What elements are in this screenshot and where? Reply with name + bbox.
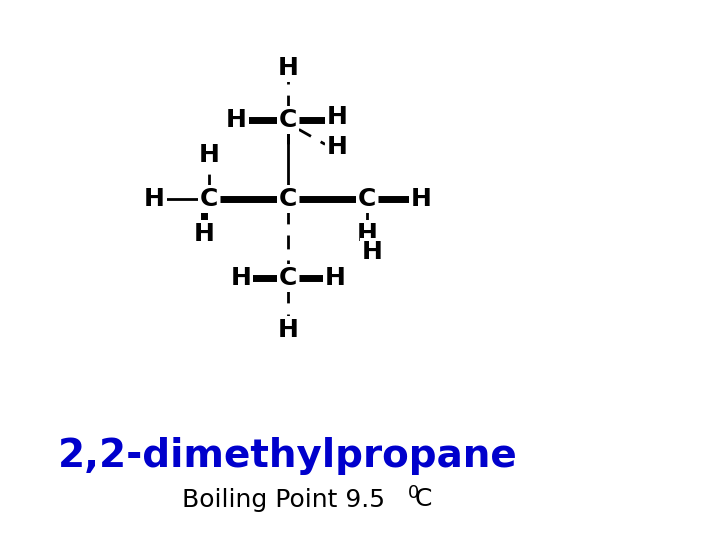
Text: C: C (415, 488, 432, 511)
Text: H: H (278, 318, 298, 342)
Text: C: C (279, 107, 297, 132)
Text: 2,2-dimethylpropane: 2,2-dimethylpropane (58, 437, 518, 475)
Text: C: C (279, 187, 297, 211)
Text: H: H (327, 135, 348, 159)
Text: H: H (199, 143, 220, 167)
Text: H: H (278, 56, 298, 80)
Text: 0: 0 (408, 484, 420, 502)
Text: H: H (225, 107, 246, 132)
Text: H: H (230, 266, 251, 290)
Text: H: H (194, 222, 215, 246)
Text: H: H (361, 240, 382, 264)
Text: Boiling Point 9.5: Boiling Point 9.5 (182, 488, 394, 511)
Text: H: H (411, 187, 432, 211)
Text: H: H (144, 187, 165, 211)
Text: C: C (358, 187, 377, 211)
Text: H: H (327, 105, 348, 129)
Text: H: H (325, 266, 346, 290)
Text: C: C (279, 266, 297, 290)
Text: C: C (199, 187, 218, 211)
Text: H: H (356, 222, 377, 246)
